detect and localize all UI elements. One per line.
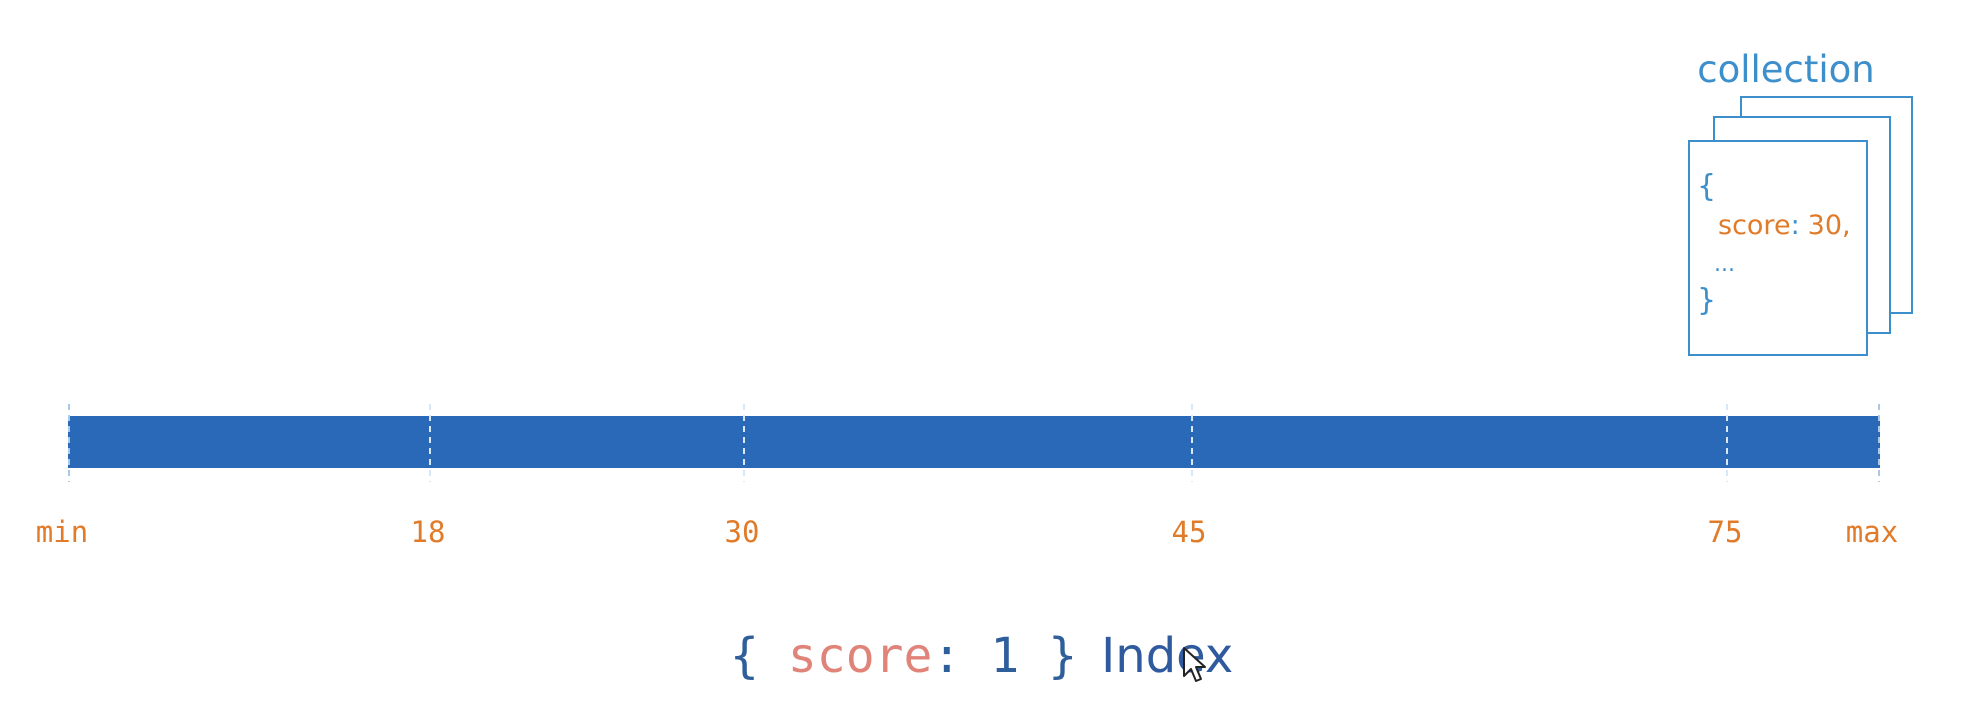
index-tick-label-18: 18: [411, 515, 446, 549]
index-name: Index: [1101, 628, 1233, 684]
index-sep: :: [932, 628, 961, 684]
index-value: 1: [990, 628, 1019, 684]
doc-field-key: score: [1718, 210, 1791, 241]
index-open-brace: {: [730, 628, 759, 684]
doc-open-brace: {: [1697, 169, 1716, 204]
index-tick-label-75: 75: [1708, 515, 1743, 549]
doc-field-sep: :: [1791, 210, 1800, 241]
index-bar: [68, 416, 1880, 468]
doc-close-brace: }: [1697, 283, 1716, 318]
index-tick-lines: [68, 404, 1880, 482]
index-close-brace: }: [1048, 628, 1077, 684]
collection-card-front: [1688, 140, 1868, 356]
index-tick-label-45: 45: [1172, 515, 1207, 549]
index-tick-label-max: max: [1846, 515, 1898, 549]
collection-title: collection: [1697, 48, 1875, 91]
collection-stack: [1688, 96, 1913, 356]
index-key: score: [788, 628, 933, 684]
index-label: { score: 1} Index: [730, 628, 1233, 684]
doc-ellipsis: ...: [1714, 252, 1735, 277]
doc-field-score: score: 30,: [1718, 210, 1851, 241]
index-tick-label-min: min: [36, 515, 88, 549]
index-tick-label-30: 30: [725, 515, 760, 549]
index-tick-labels: min 18 30 45 75 max: [36, 515, 1898, 549]
doc-field-value: 30,: [1808, 210, 1851, 241]
mouse-pointer-icon: [1183, 647, 1206, 682]
